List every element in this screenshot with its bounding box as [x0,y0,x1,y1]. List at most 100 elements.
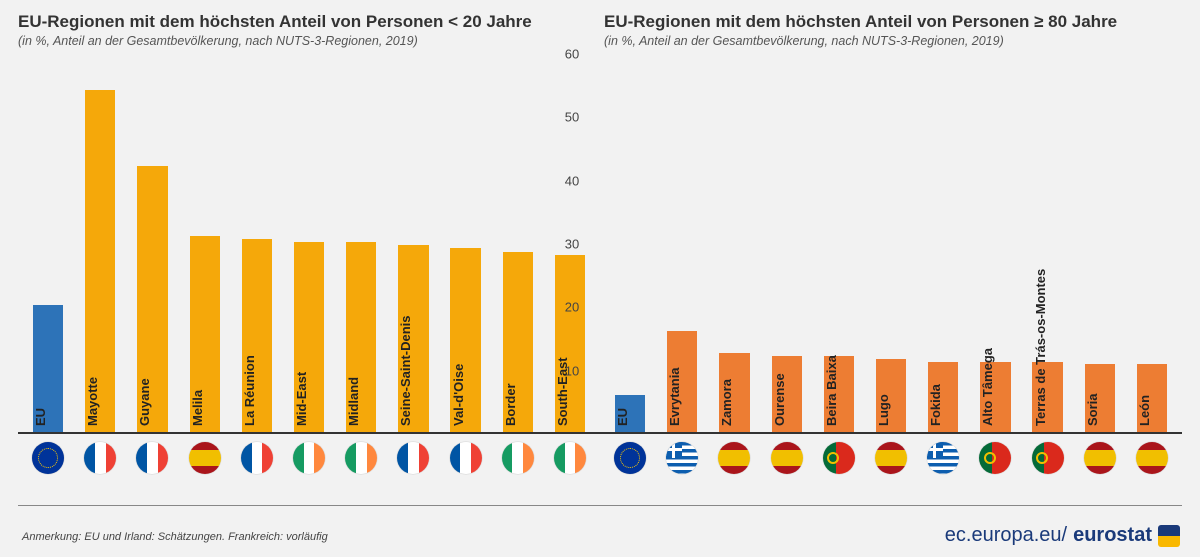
panel-title: EU-Regionen mit dem höchsten Anteil von … [18,12,596,32]
flag-fr [450,442,482,474]
flag-slot [492,442,544,474]
footer-divider [18,505,1182,506]
flag-slot [604,442,656,474]
bars-container: EU Evrytania Zamora Ourense Beira Baixa Lugo F… [600,54,1182,434]
footer-url-bold: eurostat [1073,524,1152,547]
charts-row: EU Mayotte Guyane Melila La Réunion Mid-East M… [0,54,1200,434]
flag-slot [865,442,917,474]
footer: Anmerkung: EU und Irland: Schätzungen. F… [0,505,1200,557]
titles-row: EU-Regionen mit dem höchsten Anteil von … [0,0,1200,54]
bar-slot: Lugo [865,54,917,432]
bar-slot: Border [492,54,544,432]
panel-left-header: EU-Regionen mit dem höchsten Anteil von … [18,12,596,54]
bar-label: Fokida [928,384,943,426]
bar-label: Seine-Saint-Denis [398,315,413,426]
bar-slot: León [1126,54,1178,432]
bar-slot: Terras de Trás-os-Montes [1022,54,1074,432]
flag-slot [1126,442,1178,474]
bar-label: Border [503,383,518,426]
bars-container: EUMayotteGuyaneMelilaLa RéunionMid-EastM… [18,54,600,434]
flag-pt [979,442,1011,474]
chart-right: 102030405060EUEvrytaniaZamoraOurenseBeir… [600,54,1182,434]
footer-url-pre: ec.europa.eu/ [945,524,1067,547]
flag-slot [126,442,178,474]
y-tick-label: 60 [552,47,592,62]
flag-ie [502,442,534,474]
flag-pt [1032,442,1064,474]
flag-slot [917,442,969,474]
bar-slot: Melila [179,54,231,432]
flag-slot [22,442,74,474]
bar-label: Melila [190,390,205,426]
bar-label: Lugo [876,394,891,426]
footer-brand: ec.europa.eu/eurostat [945,524,1180,547]
bar-slot: Zamora [708,54,760,432]
bar-slot: Alto Tâmega [969,54,1021,432]
flags-left [18,434,600,474]
bar-label: Val-d'Oise [451,364,466,426]
flag-slot [656,442,708,474]
flag-es [1136,442,1168,474]
bar-label: Mid-East [294,372,309,426]
bar-slot: Ourense [761,54,813,432]
bar-label: La Réunion [242,355,257,426]
panel-right-header: EU-Regionen mit dem höchsten Anteil von … [604,12,1182,54]
bar-slot: Seine-Saint-Denis [387,54,439,432]
y-tick-label: 50 [552,110,592,125]
bar-slot: Mayotte [74,54,126,432]
flag-fr [136,442,168,474]
flag-slot [761,442,813,474]
bar-label: Beira Baixa [824,355,839,426]
flag-slot [440,442,492,474]
bar-slot: Mid-East [283,54,335,432]
bar-label: Zamora [719,379,734,426]
flag-slot [1022,442,1074,474]
flag-es [1084,442,1116,474]
bar-slot: La Réunion [231,54,283,432]
flag-gr [666,442,698,474]
bar-label: León [1137,395,1152,426]
flags-right [600,434,1182,474]
flag-gr [927,442,959,474]
flag-slot [387,442,439,474]
y-tick-label: 40 [552,173,592,188]
y-tick-label: 30 [552,237,592,252]
bar-label: EU [615,408,630,426]
panel-subtitle: (in %, Anteil an der Gesamtbevölkerung, … [604,34,1182,48]
eurostat-logo-icon [1158,525,1180,547]
flag-slot [283,442,335,474]
flag-fr [397,442,429,474]
bar-label: Ourense [772,373,787,426]
bar-label: Guyane [137,378,152,426]
bar-label: Evrytania [667,367,682,426]
bar-slot: Guyane [126,54,178,432]
flag-ie [293,442,325,474]
flag-slot [969,442,1021,474]
flag-es [718,442,750,474]
bar-slot: Midland [335,54,387,432]
flag-slot [335,442,387,474]
flag-es [189,442,221,474]
bar-slot: Fokida [917,54,969,432]
flag-slot [231,442,283,474]
flag-fr [84,442,116,474]
flag-slot [1074,442,1126,474]
flag-eu [614,442,646,474]
bar-slot: EU [604,54,656,432]
y-axis-labels: 102030405060 [560,54,600,434]
flag-es [771,442,803,474]
chart-left: EUMayotteGuyaneMelilaLa RéunionMid-EastM… [18,54,600,434]
flag-slot [74,442,126,474]
flag-ie [554,442,586,474]
y-tick-label: 10 [552,363,592,378]
flag-eu [32,442,64,474]
flag-es [875,442,907,474]
flag-fr [241,442,273,474]
flag-slot [813,442,865,474]
flag-slot [544,442,596,474]
panel-title: EU-Regionen mit dem höchsten Anteil von … [604,12,1182,32]
panel-subtitle: (in %, Anteil an der Gesamtbevölkerung, … [18,34,596,48]
bar-slot: Beira Baixa [813,54,865,432]
flags-row [0,434,1200,474]
bar-slot: Val-d'Oise [440,54,492,432]
